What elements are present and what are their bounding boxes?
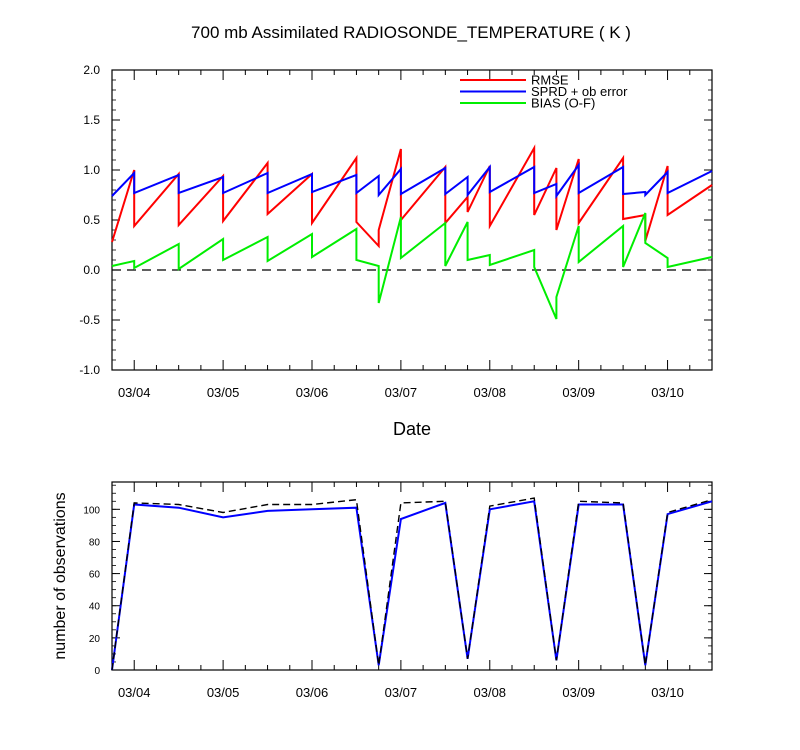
y-tick-label: 1.5 xyxy=(83,113,100,127)
top-y-tick-labels: -1.0 -0.5 0.0 0.5 1.0 1.5 2.0 xyxy=(79,63,100,377)
series-line-bias-o-f xyxy=(111,212,713,320)
bottom-y-axis-label: number of observations xyxy=(52,492,69,659)
chart-title: 700 mb Assimilated RADIOSONDE_TEMPERATUR… xyxy=(191,23,631,42)
x-tick-label: 03/10 xyxy=(651,385,684,400)
y-tick-label: 80 xyxy=(89,537,101,548)
top-plot-frame xyxy=(111,69,713,371)
y-tick-label: 0.5 xyxy=(83,213,100,227)
legend-label: SPRD + ob error xyxy=(531,84,628,99)
bottom-y-tick-labels: 0 20 40 60 80 100 xyxy=(83,505,100,677)
y-tick-label: 0.0 xyxy=(83,263,100,277)
x-tick-label: 03/09 xyxy=(562,385,595,400)
legend-label: BIAS (O-F) xyxy=(531,96,595,111)
x-tick-label: 03/06 xyxy=(296,685,329,700)
top-x-tick-labels: 03/04 03/05 03/06 03/07 03/08 03/09 03/10 xyxy=(118,385,684,400)
y-tick-label: -1.0 xyxy=(79,363,100,377)
x-tick-label: 03/05 xyxy=(207,685,240,700)
y-tick-label: 2.0 xyxy=(83,63,100,77)
series-line-total xyxy=(111,497,713,671)
bottom-tick-marks xyxy=(111,482,713,671)
series-line-rmse xyxy=(111,144,713,249)
x-tick-label: 03/09 xyxy=(562,685,595,700)
legend-label: RMSE xyxy=(531,73,569,88)
bottom-series-group xyxy=(111,497,713,671)
y-tick-label: 60 xyxy=(89,570,101,581)
series-line-sprd-ob-error xyxy=(111,161,713,200)
x-tick-label: 03/07 xyxy=(385,385,418,400)
x-tick-label: 03/06 xyxy=(296,385,329,400)
x-tick-label: 03/10 xyxy=(651,685,684,700)
y-tick-label: 100 xyxy=(83,505,100,516)
top-series-group xyxy=(111,144,713,320)
top-tick-marks xyxy=(111,69,713,371)
y-tick-label: -0.5 xyxy=(79,313,100,327)
y-tick-label: 1.0 xyxy=(83,163,100,177)
series-line-used xyxy=(111,500,713,671)
x-tick-label: 03/04 xyxy=(118,685,151,700)
y-tick-label: 0 xyxy=(94,666,100,677)
top-plot-area: -1.0-0.50.00.51.01.52.0 03/04 03/05 03/06 0… xyxy=(79,63,713,400)
bottom-plot-frame xyxy=(111,481,713,671)
bottom-x-tick-labels: 03/04 03/05 03/06 03/07 03/08 03/09 03/10 xyxy=(118,685,684,700)
x-tick-label: 03/07 xyxy=(385,685,418,700)
y-tick-label: 40 xyxy=(89,602,101,613)
x-tick-label: 03/04 xyxy=(118,385,151,400)
x-tick-label: 03/08 xyxy=(474,685,507,700)
x-axis-label: Date xyxy=(393,419,431,439)
x-tick-label: 03/05 xyxy=(207,385,240,400)
y-tick-label: 20 xyxy=(89,634,101,645)
x-tick-label: 03/08 xyxy=(474,385,507,400)
